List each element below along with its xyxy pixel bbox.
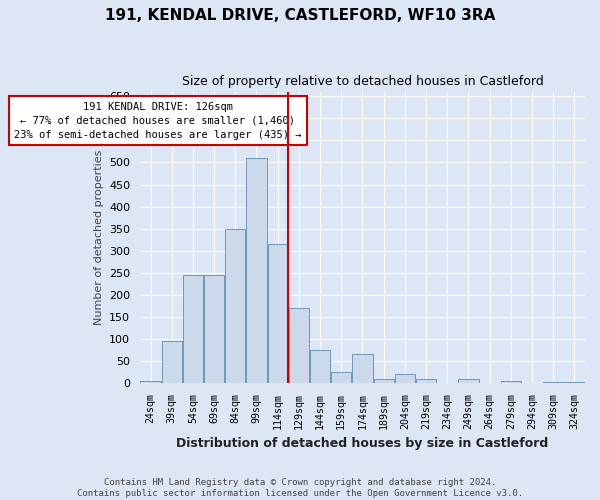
- Text: Contains HM Land Registry data © Crown copyright and database right 2024.
Contai: Contains HM Land Registry data © Crown c…: [77, 478, 523, 498]
- Text: 191, KENDAL DRIVE, CASTLEFORD, WF10 3RA: 191, KENDAL DRIVE, CASTLEFORD, WF10 3RA: [105, 8, 495, 22]
- Text: 191 KENDAL DRIVE: 126sqm
← 77% of detached houses are smaller (1,460)
23% of sem: 191 KENDAL DRIVE: 126sqm ← 77% of detach…: [14, 102, 302, 140]
- Bar: [416, 378, 436, 383]
- Bar: [225, 228, 245, 383]
- Bar: [352, 354, 373, 383]
- Bar: [183, 275, 203, 383]
- Bar: [565, 382, 584, 383]
- Bar: [161, 341, 182, 383]
- Bar: [543, 382, 563, 383]
- Bar: [395, 374, 415, 383]
- Bar: [374, 378, 394, 383]
- Bar: [331, 372, 352, 383]
- Bar: [458, 378, 479, 383]
- Bar: [140, 380, 161, 383]
- Bar: [204, 275, 224, 383]
- X-axis label: Distribution of detached houses by size in Castleford: Distribution of detached houses by size …: [176, 437, 548, 450]
- Bar: [501, 380, 521, 383]
- Title: Size of property relative to detached houses in Castleford: Size of property relative to detached ho…: [182, 75, 544, 88]
- Y-axis label: Number of detached properties: Number of detached properties: [94, 150, 104, 325]
- Bar: [310, 350, 330, 383]
- Bar: [247, 158, 266, 383]
- Bar: [289, 308, 309, 383]
- Bar: [268, 244, 288, 383]
